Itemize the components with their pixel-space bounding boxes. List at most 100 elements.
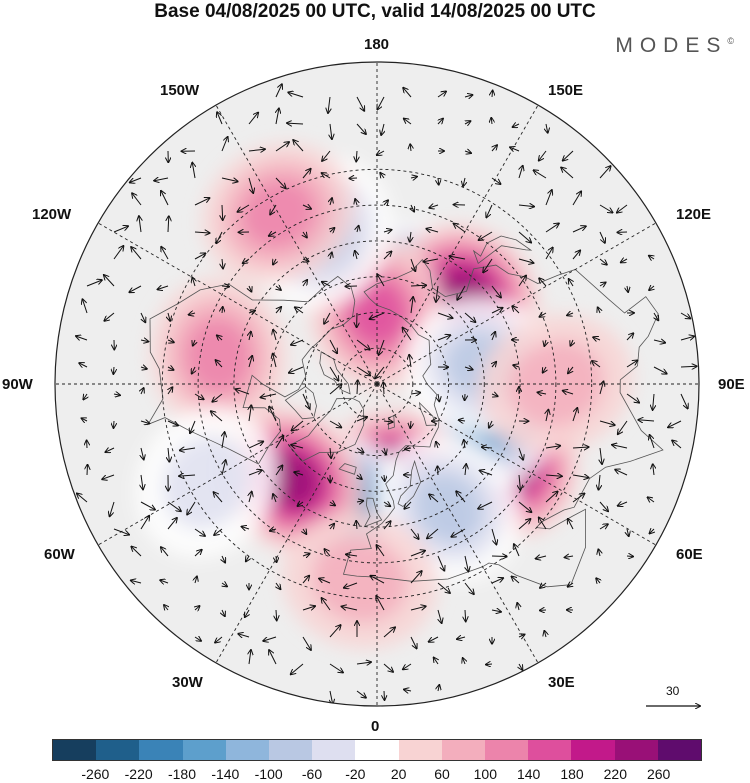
lon-label-30e: 30E (548, 674, 575, 691)
wind-vector (273, 259, 276, 265)
wind-vector (302, 636, 311, 650)
wind-vector (357, 226, 359, 233)
wind-vector (384, 690, 385, 700)
wind-vector (276, 109, 279, 125)
wind-vector (216, 360, 223, 368)
wind-vector (429, 494, 439, 503)
wind-vector (329, 625, 341, 638)
wind-vector (410, 144, 411, 152)
wind-vector (410, 231, 411, 242)
wind-vector (330, 253, 332, 260)
wind-vector (357, 380, 358, 395)
wind-vector (627, 285, 628, 292)
wind-vector (437, 312, 453, 318)
wind-vector (249, 650, 251, 665)
colorbar-segment (96, 740, 140, 760)
wind-vector (140, 516, 149, 530)
wind-vector (438, 466, 439, 476)
colorbar-tick-label: 260 (646, 766, 671, 782)
wind-vector (538, 392, 547, 394)
reference-vector-label: 30 (666, 684, 680, 698)
wind-vector (370, 576, 385, 584)
lon-label-150e: 150E (548, 82, 584, 99)
wind-vector (298, 502, 304, 506)
wind-vector (563, 150, 574, 161)
wind-vector (292, 420, 304, 431)
wind-vector (464, 312, 475, 322)
wind-vector (195, 606, 200, 610)
wind-vector (275, 436, 283, 449)
wind-vector (626, 333, 633, 341)
wind-vector (216, 231, 223, 243)
wind-vector (383, 502, 390, 506)
wind-vector (534, 170, 547, 179)
wind-vector (248, 311, 255, 313)
wind-vector (654, 312, 658, 320)
wind-vector (571, 339, 574, 346)
wind-vector (568, 366, 573, 373)
wind-vector (270, 204, 277, 215)
wind-vector (513, 124, 520, 127)
wind-vector (486, 664, 493, 665)
wind-vector (211, 411, 223, 422)
wind-vector (222, 583, 227, 586)
wind-vector (649, 286, 654, 290)
coastline (472, 235, 533, 265)
wind-vector (457, 285, 466, 300)
colorbar-segment (528, 740, 572, 760)
anomaly-blob (412, 471, 485, 544)
wind-vector (492, 91, 493, 98)
wind-vector (429, 205, 439, 208)
wind-vector (221, 178, 238, 182)
wind-vector (565, 556, 574, 557)
wind-vector (192, 366, 195, 374)
wind-vector (380, 173, 384, 178)
wind-vector (76, 336, 88, 340)
colorbar-segment (657, 740, 702, 760)
wind-vector (437, 92, 446, 98)
lon-label-180: 180 (364, 36, 390, 53)
wind-vector (491, 610, 501, 612)
wind-vector (438, 177, 439, 185)
wind-vector (426, 229, 439, 232)
wind-vector (329, 339, 337, 353)
anomaly-blob (185, 317, 252, 395)
wind-vector (276, 555, 277, 562)
wind-vector (615, 470, 628, 476)
wind-vector (519, 474, 520, 490)
wind-vector (383, 627, 395, 638)
wind-vector (464, 440, 465, 449)
wind-vector (383, 663, 393, 672)
wind-vector (222, 609, 225, 616)
wind-vector (626, 360, 637, 368)
wind-vector (179, 475, 196, 476)
coastline (147, 275, 356, 465)
wind-vector (410, 528, 419, 539)
wind-vector (572, 475, 589, 478)
wind-vector (518, 501, 531, 512)
wind-vector (621, 259, 628, 262)
wind-vector (238, 634, 250, 637)
wind-vector (212, 393, 223, 402)
wind-vector (194, 528, 205, 536)
wind-vector (293, 140, 304, 152)
colorbar-tick-label: 140 (516, 766, 541, 782)
latitude-circle (197, 204, 557, 564)
wind-vector (518, 447, 523, 460)
wind-vector (648, 497, 655, 502)
wind-vector (545, 223, 559, 233)
wind-vector (192, 278, 195, 287)
colorbar-segment (571, 740, 615, 760)
wind-vector (384, 474, 385, 481)
wind-vector (599, 283, 606, 287)
wind-vector (236, 389, 250, 395)
wind-vector (518, 231, 531, 243)
wind-vector (83, 299, 88, 314)
wind-vector (403, 88, 412, 98)
wind-vector (383, 230, 391, 232)
wind-vector (545, 475, 562, 476)
wind-vector (217, 335, 222, 340)
wind-vector (598, 549, 600, 557)
wind-vector (324, 312, 331, 324)
